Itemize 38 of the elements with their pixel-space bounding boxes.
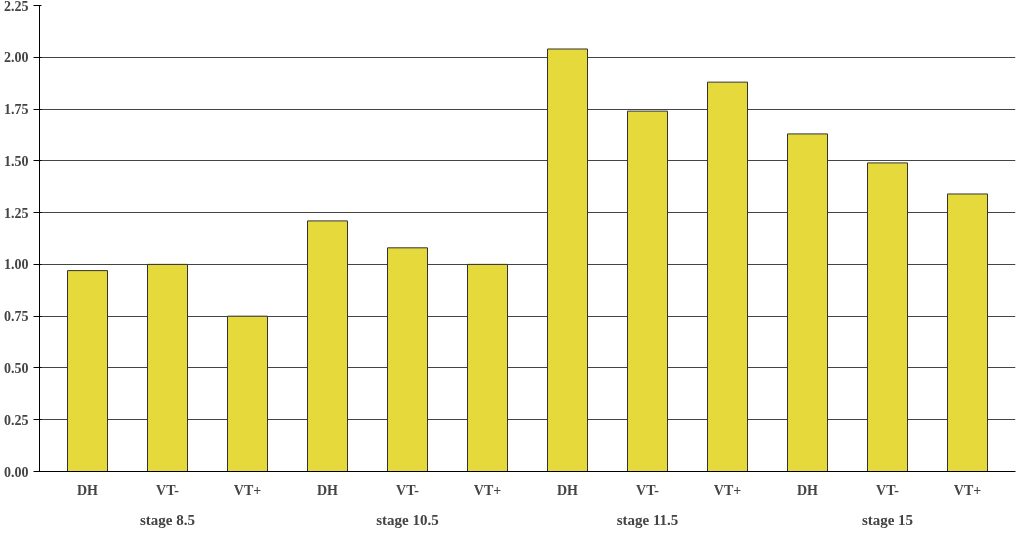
y-tick-label: 1.25 bbox=[4, 205, 29, 221]
x-tick-label: VT+ bbox=[953, 482, 982, 498]
y-tick-label: 2.00 bbox=[4, 50, 29, 66]
bar bbox=[707, 81, 748, 472]
bar bbox=[947, 193, 988, 472]
x-tick-label: DH bbox=[77, 482, 99, 498]
x-tick-label: VT- bbox=[876, 482, 900, 498]
x-tick-label: VT+ bbox=[713, 482, 742, 498]
bar bbox=[787, 133, 828, 472]
x-tick-label: VT- bbox=[636, 482, 660, 498]
bar bbox=[627, 110, 668, 472]
y-tick-label: 0.00 bbox=[4, 464, 29, 480]
y-tick-label: 0.25 bbox=[4, 412, 29, 428]
x-tick-label: DH bbox=[557, 482, 579, 498]
text: stage 11.5 bbox=[616, 511, 679, 528]
text: stage 8.5 bbox=[140, 511, 195, 528]
x-tick-label: VT+ bbox=[233, 482, 262, 498]
x-tick-label: DH bbox=[317, 482, 339, 498]
y-tick-label: 1.75 bbox=[4, 102, 29, 118]
text: stage 15 bbox=[861, 511, 914, 528]
x-tick-label: VT- bbox=[156, 482, 180, 498]
bar bbox=[867, 162, 908, 472]
bar bbox=[307, 220, 348, 472]
y-tick-label: 1.50 bbox=[4, 153, 29, 169]
text: stage 10.5 bbox=[376, 511, 439, 528]
y-tick-label: 2.25 bbox=[4, 0, 29, 14]
y-tick-label: 0.75 bbox=[4, 309, 29, 325]
y-tick-label: 1.00 bbox=[4, 257, 29, 273]
x-tick-label: VT+ bbox=[473, 482, 502, 498]
bar bbox=[467, 263, 508, 472]
y-tick-label: 0.50 bbox=[4, 360, 29, 376]
bar bbox=[547, 48, 588, 472]
bar bbox=[387, 247, 428, 472]
bar bbox=[227, 315, 268, 472]
x-tick-label: VT- bbox=[396, 482, 420, 498]
bar bbox=[147, 263, 188, 472]
bar bbox=[67, 270, 108, 472]
x-tick-label: DH bbox=[797, 482, 819, 498]
